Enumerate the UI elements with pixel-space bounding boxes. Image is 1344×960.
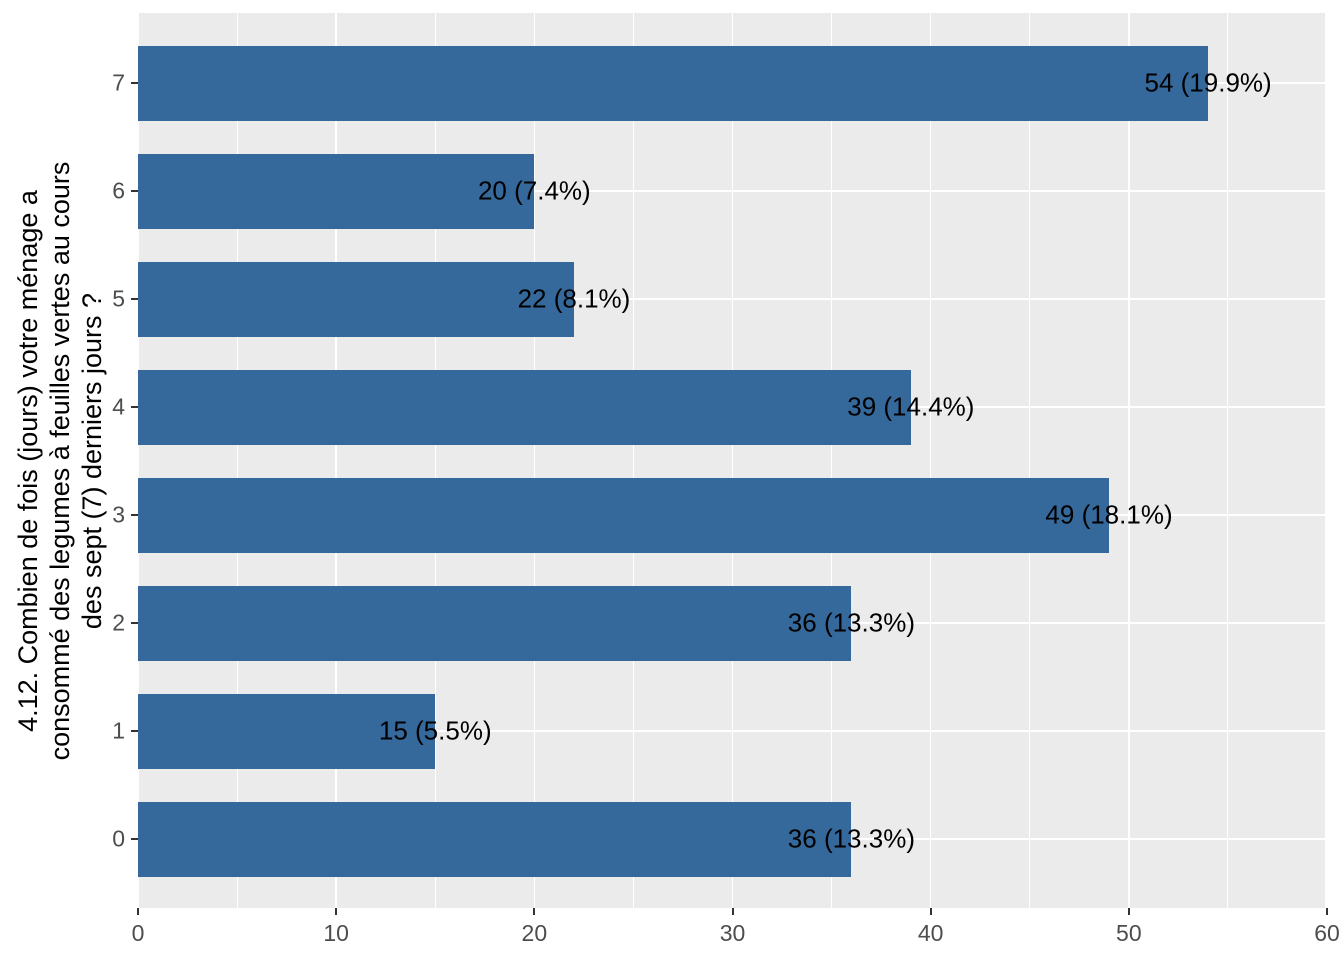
gridline-x-major	[731, 13, 734, 908]
y-axis-title: 4.12. Combien de fois (jours) votre ména…	[12, 161, 108, 760]
y-tick-label: 5	[112, 285, 125, 312]
bar-value-label: 15 (5.5%)	[378, 715, 492, 746]
x-tick-label: 20	[521, 920, 548, 946]
y-axis-title-line: 4.12. Combien de fois (jours) votre ména…	[13, 189, 43, 732]
y-tick-mark	[131, 82, 138, 84]
x-tick-mark	[731, 908, 734, 915]
y-tick-mark	[131, 406, 138, 408]
gridline-x-major	[138, 13, 139, 908]
bar	[138, 45, 1209, 121]
bar	[138, 585, 852, 661]
y-tick-mark	[131, 190, 138, 192]
bar	[138, 801, 852, 877]
gridline-x-minor	[632, 13, 634, 908]
bar-value-label: 39 (14.4%)	[847, 391, 975, 422]
bar	[138, 261, 574, 337]
bar	[138, 477, 1110, 553]
x-tick-label: 50	[1116, 920, 1142, 946]
y-tick-label: 2	[112, 609, 125, 636]
x-tick-label: 40	[917, 920, 944, 946]
gridline-x-major	[1128, 13, 1130, 908]
x-tick-label: 0	[131, 920, 145, 946]
plot-panel: 54 (19.9%) 20 (7.4%) 22 (8.1%) 39 (14.4%) 49…	[138, 13, 1327, 908]
gridline-x-major	[335, 13, 337, 908]
gridline-x-minor	[1029, 13, 1031, 908]
x-tick-mark	[533, 908, 536, 915]
y-tick-mark	[131, 622, 138, 624]
gridline-x-minor	[1227, 13, 1229, 908]
y-tick-label: 3	[112, 501, 125, 528]
gridline-x-major	[929, 13, 932, 908]
bar	[138, 369, 911, 445]
gridline-x-major	[533, 13, 536, 908]
x-tick-mark	[137, 908, 139, 915]
bar-value-label: 36 (13.3%)	[787, 823, 915, 854]
y-tick-mark	[131, 514, 138, 516]
bar-value-label: 49 (18.1%)	[1045, 499, 1173, 530]
y-tick-mark	[131, 298, 138, 300]
gridline-x-major	[1325, 13, 1327, 908]
x-tick-label: 60	[1314, 920, 1340, 946]
x-tick-label: 30	[719, 920, 746, 946]
gridline-x-minor	[236, 13, 238, 908]
y-tick-label: 7	[112, 69, 125, 96]
bar-value-label: 54 (19.9%)	[1144, 67, 1272, 98]
gridline-x-minor	[434, 13, 436, 908]
y-tick-label: 6	[112, 177, 125, 204]
y-tick-mark	[131, 838, 138, 840]
x-tick-mark	[335, 908, 338, 915]
bar-value-label: 20 (7.4%)	[477, 175, 591, 206]
y-axis-title-line: des sept (7) derniers jours ?	[77, 292, 107, 629]
x-tick-mark	[929, 908, 932, 915]
x-tick-mark	[1127, 908, 1130, 915]
bar-value-label: 36 (13.3%)	[787, 607, 915, 638]
gridline-x-minor	[831, 13, 833, 908]
x-tick-label: 10	[323, 920, 349, 946]
y-tick-label: 1	[112, 717, 125, 744]
bar	[138, 693, 436, 769]
y-tick-label: 4	[112, 393, 125, 420]
y-axis-title-line: consommé des legumes à feuilles vertes a…	[45, 161, 75, 760]
bar	[138, 153, 535, 229]
x-tick-mark	[1326, 908, 1328, 915]
y-tick-label: 0	[112, 825, 125, 852]
y-tick-mark	[131, 730, 138, 732]
bar-value-label: 22 (8.1%)	[517, 283, 631, 314]
